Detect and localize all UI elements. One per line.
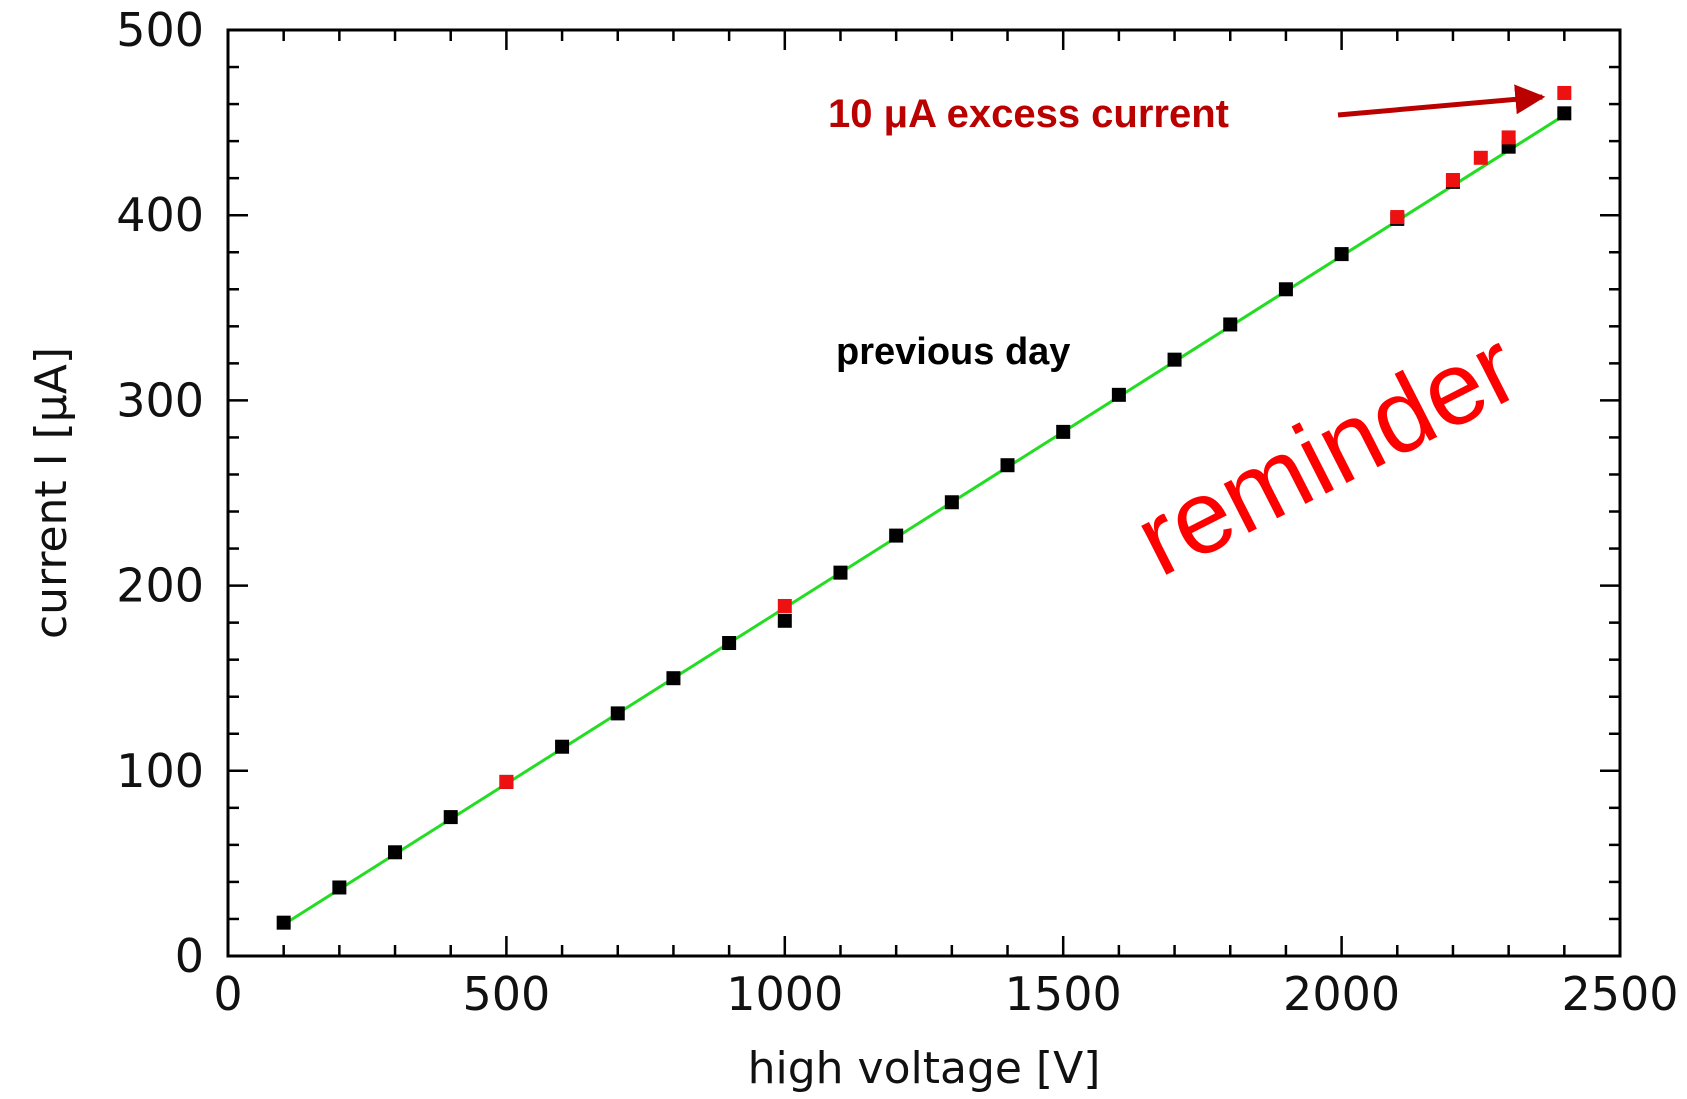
data-points xyxy=(276,85,1572,930)
data-point-series-0 xyxy=(833,565,848,580)
axis-ticks xyxy=(226,28,1622,958)
data-point-series-0 xyxy=(388,845,403,860)
y-axis-title: current I [μA] xyxy=(26,347,77,639)
plot-frame xyxy=(226,28,1622,958)
x-tick-label: 1000 xyxy=(726,967,843,1021)
data-point-series-0 xyxy=(889,528,904,543)
y-tick-label: 500 xyxy=(116,3,204,57)
data-point-series-0 xyxy=(666,671,681,686)
data-point-series-0 xyxy=(1278,282,1293,297)
data-point-series-1 xyxy=(1390,210,1405,225)
data-point-series-0 xyxy=(722,636,737,651)
data-point-series-0 xyxy=(1056,424,1071,439)
data-point-series-1 xyxy=(1557,85,1572,100)
axis-tick-labels: 0 500 1000 1500 2000 2500 0 100 200 300 400 500 xyxy=(116,3,1678,1021)
data-point-series-0 xyxy=(276,915,291,930)
fit-line xyxy=(282,113,1566,926)
data-point-series-0 xyxy=(1000,458,1015,473)
y-tick-label: 300 xyxy=(116,373,204,427)
reminder-annotation: reminder xyxy=(1118,309,1536,599)
data-point-series-0 xyxy=(944,495,959,510)
y-tick-label: 200 xyxy=(116,559,204,613)
y-tick-label: 100 xyxy=(116,744,204,798)
data-point-series-1 xyxy=(1473,150,1488,165)
data-point-series-1 xyxy=(777,598,792,613)
data-point-series-0 xyxy=(1111,387,1126,402)
y-tick-label: 0 xyxy=(175,929,204,983)
x-tick-label: 2500 xyxy=(1561,967,1678,1021)
data-point-series-0 xyxy=(777,613,792,628)
excess-current-arrow xyxy=(1337,84,1546,118)
data-point-series-1 xyxy=(1501,130,1516,145)
y-tick-label: 400 xyxy=(116,188,204,242)
data-point-series-0 xyxy=(1167,352,1182,367)
x-axis-title: high voltage [V] xyxy=(748,1043,1101,1094)
data-point-series-0 xyxy=(555,739,570,754)
data-point-series-0 xyxy=(443,810,458,825)
data-point-series-0 xyxy=(1334,247,1349,262)
data-point-series-1 xyxy=(1445,173,1460,188)
excess-current-annotation: 10 μA excess current xyxy=(828,92,1229,136)
data-point-series-0 xyxy=(1557,106,1572,121)
x-tick-label: 0 xyxy=(213,967,242,1021)
x-tick-label: 500 xyxy=(462,967,550,1021)
data-point-series-0 xyxy=(332,880,347,895)
data-point-series-0 xyxy=(1223,317,1238,332)
x-tick-label: 2000 xyxy=(1283,967,1400,1021)
x-tick-label: 1500 xyxy=(1005,967,1122,1021)
previous-day-annotation: previous day xyxy=(836,331,1070,373)
data-point-series-0 xyxy=(610,706,625,721)
data-point-series-1 xyxy=(499,774,514,789)
